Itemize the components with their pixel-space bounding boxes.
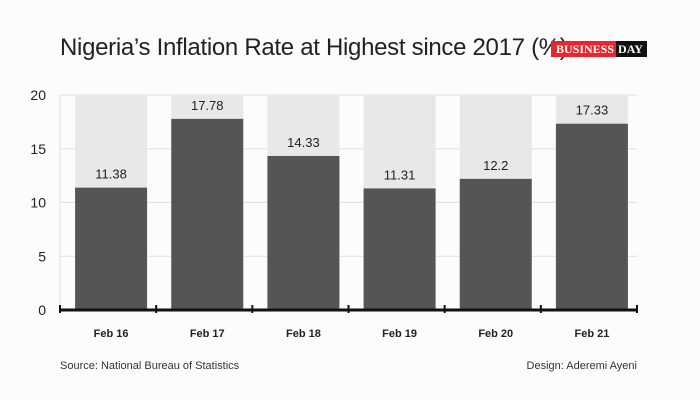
data-label: 17.33 [576, 103, 609, 118]
source-note: Source: National Bureau of Statistics [60, 360, 240, 372]
businessday-logo: BUSINESS DAY [551, 41, 647, 57]
y-tick-label: 15 [30, 141, 46, 157]
y-tick-label: 0 [38, 302, 46, 318]
bar [75, 187, 148, 310]
data-label: 17.78 [191, 98, 224, 113]
design-credit: Design: Aderemi Ayeni [526, 360, 637, 372]
bar [267, 155, 340, 310]
bar [555, 123, 628, 310]
data-label: 12.2 [483, 158, 508, 173]
data-label: 11.38 [95, 167, 127, 182]
x-tick-label: Feb 16 [94, 328, 129, 340]
x-tick-label: Feb 19 [382, 328, 417, 340]
data-label: 11.31 [384, 167, 416, 182]
y-tick-label: 10 [30, 195, 46, 211]
x-tick-label: Feb 18 [286, 328, 321, 340]
chart-title: Nigeria’s Inflation Rate at Highest sinc… [60, 34, 568, 61]
bar [363, 188, 436, 310]
logo-part-day: DAY [616, 41, 647, 57]
x-tick-label: Feb 17 [190, 328, 225, 340]
y-tick-label: 5 [38, 248, 46, 264]
x-tick-label: Feb 21 [574, 328, 609, 340]
data-label: 14.33 [287, 135, 320, 150]
y-tick-label: 20 [30, 87, 46, 103]
logo-part-business: BUSINESS [551, 41, 617, 57]
bar [171, 118, 244, 311]
bar [459, 178, 532, 310]
x-tick-label: Feb 20 [478, 328, 513, 340]
